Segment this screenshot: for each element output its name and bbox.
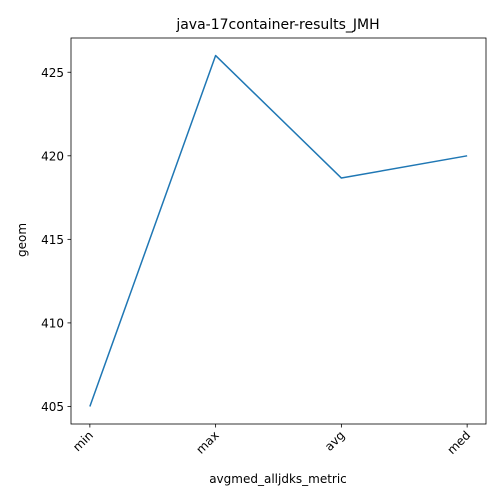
y-tick-label: 405 xyxy=(41,400,64,414)
x-tick-label: min xyxy=(70,428,96,454)
y-tick-label: 425 xyxy=(41,66,64,80)
chart-title: java-17container-results_JMH xyxy=(175,17,379,33)
plot-frame xyxy=(70,37,487,425)
y-tick-label: 420 xyxy=(41,149,64,163)
x-axis-label: avgmed_alljdks_metric xyxy=(209,472,347,486)
y-tick-label: 415 xyxy=(41,233,64,247)
x-tick-label: avg xyxy=(322,428,348,454)
y-axis-label: geom xyxy=(15,223,29,257)
x-tick-label: max xyxy=(193,428,221,456)
x-tick-label: med xyxy=(444,428,473,457)
y-tick-label: 410 xyxy=(41,316,64,330)
series-line xyxy=(89,54,468,407)
plot-area: 405 410 415 420 425 min max avg med xyxy=(41,37,487,457)
